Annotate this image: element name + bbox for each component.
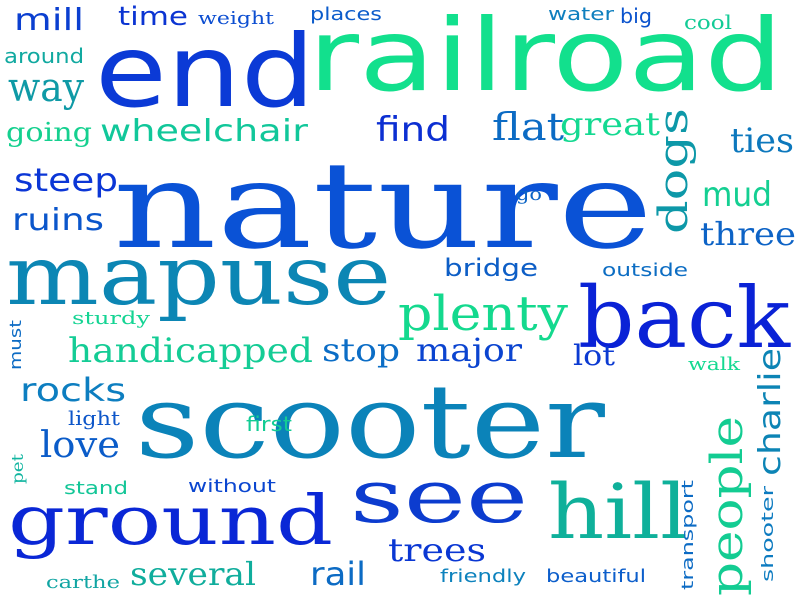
word-way: way bbox=[8, 65, 85, 111]
word-scooter: scooter bbox=[135, 363, 605, 482]
word-hill: hill bbox=[548, 467, 689, 556]
word-flat: flat bbox=[492, 105, 565, 149]
word-mill: mill bbox=[14, 3, 85, 38]
word-plenty: plenty bbox=[398, 286, 569, 342]
word-end: end bbox=[95, 13, 316, 130]
word-love: love bbox=[40, 425, 121, 466]
word-beautiful: beautiful bbox=[546, 566, 647, 587]
word-charlie: charlie bbox=[753, 347, 788, 476]
word-nature: nature bbox=[113, 137, 654, 276]
word-find: find bbox=[376, 110, 450, 150]
word-weight: weight bbox=[198, 8, 274, 29]
word-several: several bbox=[130, 555, 256, 593]
word-shooter: shooter bbox=[758, 486, 777, 582]
word-sturdy: sturdy bbox=[72, 308, 151, 329]
word-light: light bbox=[68, 406, 121, 430]
word-transport: transport bbox=[678, 479, 697, 590]
word-going: going bbox=[6, 118, 93, 148]
word-dogs: dogs bbox=[651, 107, 697, 234]
word-rail: rail bbox=[310, 555, 367, 593]
word-cool: cool bbox=[684, 10, 732, 34]
word-must: must bbox=[6, 320, 25, 370]
word-see: see bbox=[350, 454, 529, 540]
word-three: three bbox=[700, 215, 796, 253]
word-around: around bbox=[4, 44, 85, 68]
word-handicapped: handicapped bbox=[68, 331, 313, 371]
word-friendly: friendly bbox=[440, 566, 527, 587]
word-rocks: rocks bbox=[20, 371, 127, 409]
word-lot: lot bbox=[573, 339, 616, 372]
word-major: major bbox=[416, 331, 523, 369]
word-pet: pet bbox=[8, 453, 27, 484]
word-mud: mud bbox=[702, 175, 773, 215]
word-stand: stand bbox=[64, 478, 128, 499]
word-time: time bbox=[118, 2, 188, 32]
word-trees: trees bbox=[388, 531, 487, 569]
word-ground: ground bbox=[8, 482, 334, 561]
word-ruins: ruins bbox=[12, 203, 105, 238]
word-go: go bbox=[516, 184, 543, 205]
word-outside: outside bbox=[602, 260, 689, 281]
word-water: water bbox=[548, 4, 615, 25]
word-steep: steep bbox=[14, 161, 119, 199]
word-mapuse: mapuse bbox=[6, 229, 392, 324]
word-stop: stop bbox=[322, 331, 401, 369]
word-ties: ties bbox=[730, 121, 794, 161]
word-walk: walk bbox=[688, 354, 741, 375]
word-carthe: carthe bbox=[46, 572, 120, 593]
word-places: places bbox=[310, 4, 382, 25]
word-railroad: railroad bbox=[308, 0, 784, 114]
word-great: great bbox=[560, 105, 661, 143]
word-big: big bbox=[620, 4, 653, 28]
word-people: people bbox=[702, 416, 753, 596]
word-without: without bbox=[188, 476, 276, 497]
word-first: first bbox=[246, 412, 293, 436]
word-wheelchair: wheelchair bbox=[100, 114, 308, 149]
word-back: back bbox=[578, 269, 791, 367]
word-bridge: bridge bbox=[444, 254, 539, 282]
